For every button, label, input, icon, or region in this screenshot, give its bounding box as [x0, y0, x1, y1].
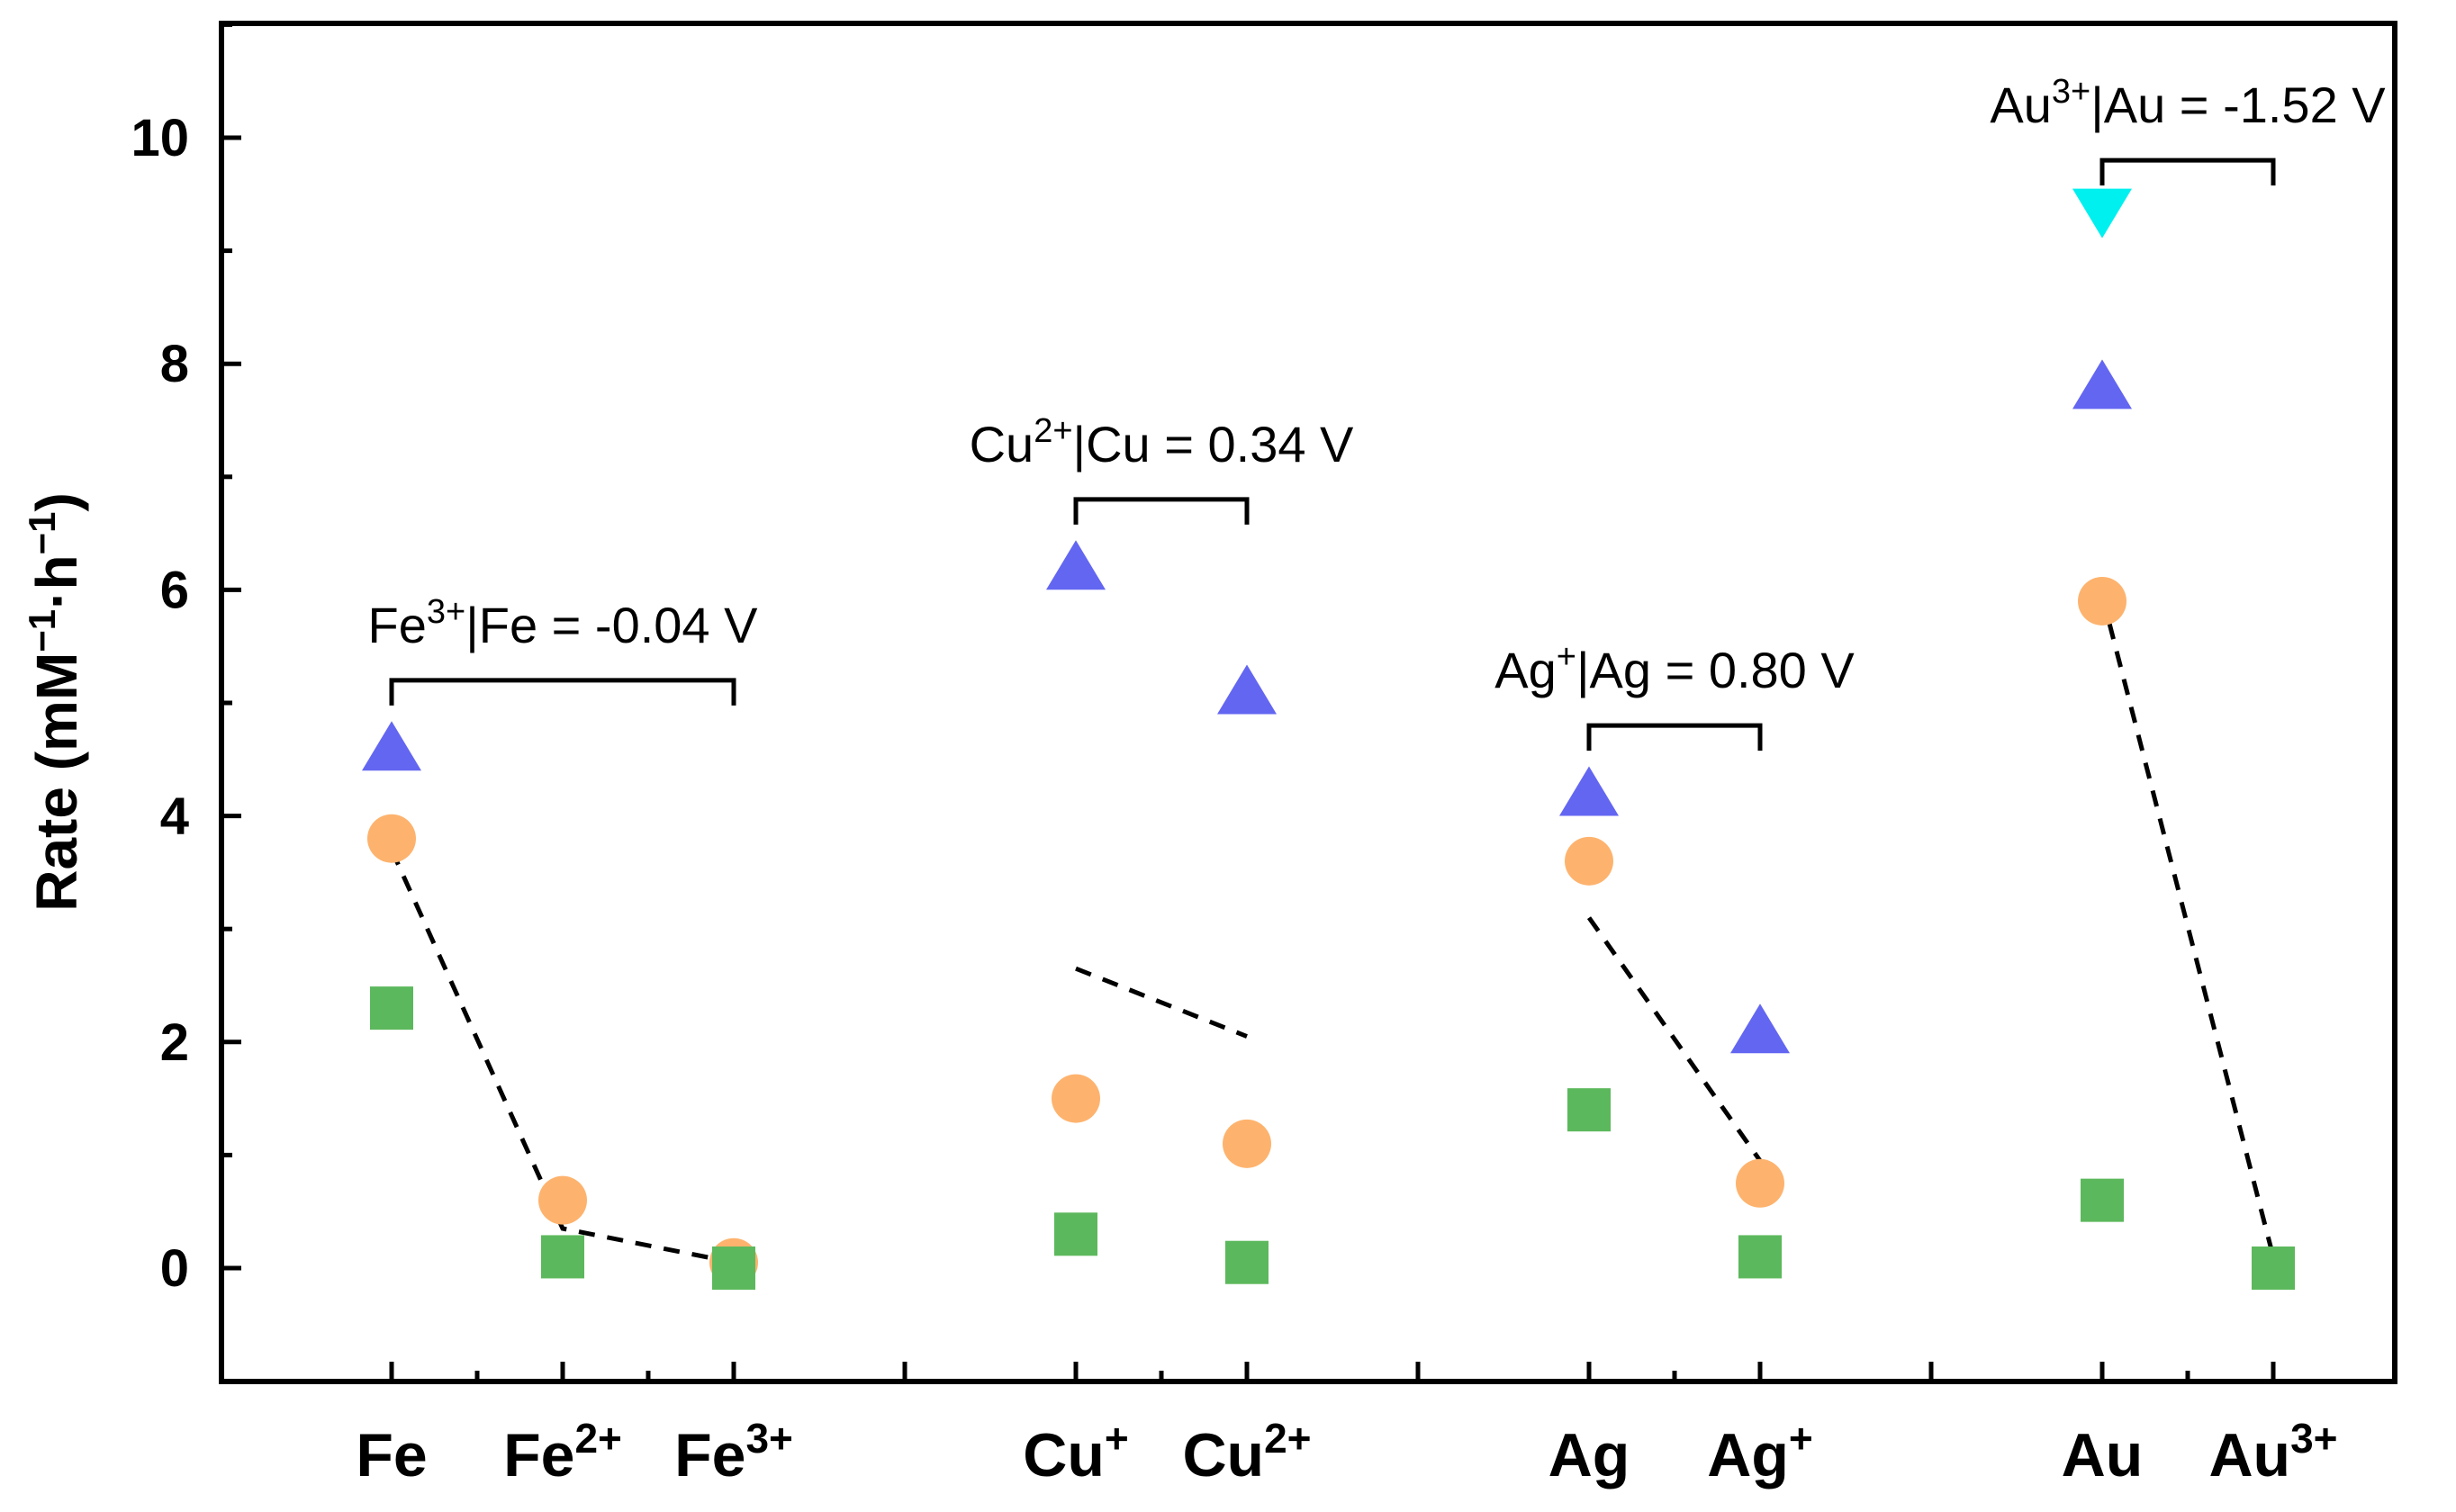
triangle-up-marker	[1730, 1004, 1790, 1054]
y-tick-label: 6	[160, 561, 189, 619]
annotation-ag: Ag+|Ag = 0.80 V	[1494, 638, 1855, 698]
square-marker	[1054, 1212, 1097, 1256]
annotation-brackets: Fe3+|Fe = -0.04 V Cu2+|Cu = 0.34 V Ag+|Ag …	[368, 73, 2386, 752]
annotation-bracket	[389, 678, 736, 706]
annotation-bracket	[1586, 723, 1763, 752]
dashed-trend-line	[1586, 916, 1763, 1163]
square-marker	[1225, 1240, 1269, 1284]
triangle-up-marker	[1559, 766, 1619, 816]
y-axis-label: Rate (mM−1·h−1)	[21, 492, 89, 912]
y-tick-label: 2	[160, 1013, 189, 1072]
square-marker	[1738, 1235, 1782, 1279]
circle-marker	[1052, 1074, 1100, 1123]
y-tick-label: 4	[160, 788, 189, 846]
y-tick-label: 0	[160, 1239, 189, 1298]
dashed-trend-line	[1075, 966, 1248, 1039]
triangle-up-marker	[362, 721, 421, 771]
y-tick-label: 10	[131, 109, 189, 167]
circle-marker	[1736, 1158, 1784, 1208]
x-category-label: Au	[2062, 1421, 2144, 1490]
square-marker	[370, 986, 413, 1030]
axis-ticks	[221, 22, 2276, 1384]
data-markers	[362, 188, 2295, 1290]
square-marker	[541, 1235, 584, 1279]
circle-marker	[2078, 576, 2126, 626]
annotation-au: Au3+|Au = -1.52 V	[1990, 73, 2386, 133]
circle-marker	[538, 1175, 587, 1225]
x-category-label: Ag+	[1707, 1415, 1813, 1490]
x-category-label: Cu2+	[1182, 1415, 1311, 1490]
x-category-label: Cu+	[1023, 1415, 1129, 1490]
x-category-label: Fe	[356, 1421, 427, 1490]
triangle-up-marker	[1217, 664, 1277, 715]
circle-marker	[1223, 1119, 1271, 1168]
plot-area-frame	[219, 21, 2397, 1384]
y-tick-labels: 0 2 4 6 8 10	[131, 109, 189, 1298]
square-marker	[712, 1246, 755, 1290]
annotation-fe: Fe3+|Fe = -0.04 V	[368, 593, 759, 653]
square-marker	[2252, 1246, 2295, 1290]
annotation-cu: Cu2+|Cu = 0.34 V	[970, 412, 1354, 472]
annotation-bracket	[1073, 497, 1250, 525]
triangle-up-marker	[2072, 359, 2132, 410]
triangle-down-marker	[2072, 188, 2132, 238]
circle-marker	[367, 814, 416, 863]
trend-lines	[389, 595, 2276, 1265]
dashed-trend-line	[389, 849, 735, 1265]
x-category-label: Fe3+	[674, 1415, 793, 1490]
square-marker	[1567, 1088, 1611, 1132]
y-tick-label: 8	[160, 335, 189, 393]
annotation-bracket	[2099, 158, 2276, 186]
x-category-label: Fe2+	[503, 1415, 622, 1490]
x-category-label: Au3+	[2208, 1415, 2337, 1490]
dashed-trend-line	[2099, 595, 2276, 1258]
x-category-labels: Fe Fe2+ Fe3+ Cu+ Cu2+ Ag Ag+ Au Au3+	[356, 1415, 2337, 1490]
square-marker	[2081, 1178, 2124, 1222]
circle-marker	[1565, 836, 1613, 886]
triangle-up-marker	[1046, 540, 1106, 590]
x-category-label: Ag	[1549, 1421, 1630, 1490]
